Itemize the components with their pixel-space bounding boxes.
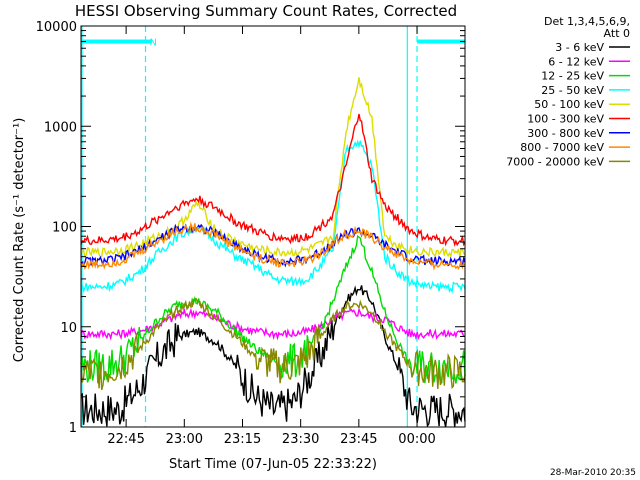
x-tick-label-5: 00:00 bbox=[398, 432, 435, 447]
chart-title: HESSI Observing Summary Count Rates, Cor… bbox=[75, 2, 457, 20]
y-tick-label-2: 100 bbox=[52, 221, 77, 236]
flag-bar-1 bbox=[417, 39, 465, 44]
legend-label-2: 12 - 25 keV bbox=[541, 70, 604, 83]
series-layer bbox=[80, 77, 466, 428]
x-tick-label-0: 22:45 bbox=[107, 432, 144, 447]
legend-label-6: 300 - 800 keV bbox=[527, 127, 604, 140]
y-tick-label-3: 1000 bbox=[44, 120, 77, 135]
legend-label-7: 800 - 7000 keV bbox=[520, 141, 604, 154]
x-axis-label: Start Time (07-Jun-05 22:33:22) bbox=[169, 457, 377, 472]
plot-area: N 22:45 23:00 23:15 23:30 23:45 00:00 1101001… bbox=[36, 20, 466, 447]
legend-header-line1: Det 1,3,4,5,6,9, bbox=[544, 15, 630, 28]
flag-bar-0 bbox=[81, 39, 152, 44]
y-axis-label: Corrected Count Rate (s⁻¹ detector⁻¹) bbox=[12, 118, 27, 363]
series-line-8 bbox=[80, 297, 466, 390]
x-axis: 22:45 23:00 23:15 23:30 23:45 00:00 bbox=[107, 26, 436, 447]
legend-label-1: 6 - 12 keV bbox=[548, 55, 604, 68]
series-line-1 bbox=[80, 307, 466, 341]
y-tick-label-0: 1 bbox=[69, 421, 77, 436]
series-line-5 bbox=[80, 113, 466, 247]
timestamp: 28-Mar-2010 20:35 bbox=[550, 468, 636, 478]
flag-label: N bbox=[150, 38, 157, 49]
series-line-3 bbox=[80, 139, 466, 294]
y-axis: 1 10 100 1000 10000 bbox=[36, 20, 465, 436]
x-tick-label-4: 23:45 bbox=[340, 432, 377, 447]
legend-label-8: 7000 - 20000 keV bbox=[506, 155, 604, 168]
x-tick-label-1: 23:00 bbox=[166, 432, 203, 447]
legend-label-3: 25 - 50 keV bbox=[541, 84, 604, 97]
legend-header-line2: Att 0 bbox=[604, 27, 630, 40]
series-line-4 bbox=[80, 77, 466, 259]
series-line-7 bbox=[80, 221, 466, 271]
legend-label-5: 100 - 300 keV bbox=[527, 113, 604, 126]
series-line-6 bbox=[80, 223, 466, 268]
x-tick-label-2: 23:15 bbox=[224, 432, 261, 447]
legend-label-0: 3 - 6 keV bbox=[555, 41, 604, 54]
y-tick-label-4: 10000 bbox=[36, 20, 77, 35]
series-line-0 bbox=[80, 285, 466, 428]
x-tick-label-3: 23:30 bbox=[282, 432, 319, 447]
legend-label-4: 50 - 100 keV bbox=[534, 98, 604, 111]
y-tick-label-1: 10 bbox=[60, 321, 77, 336]
